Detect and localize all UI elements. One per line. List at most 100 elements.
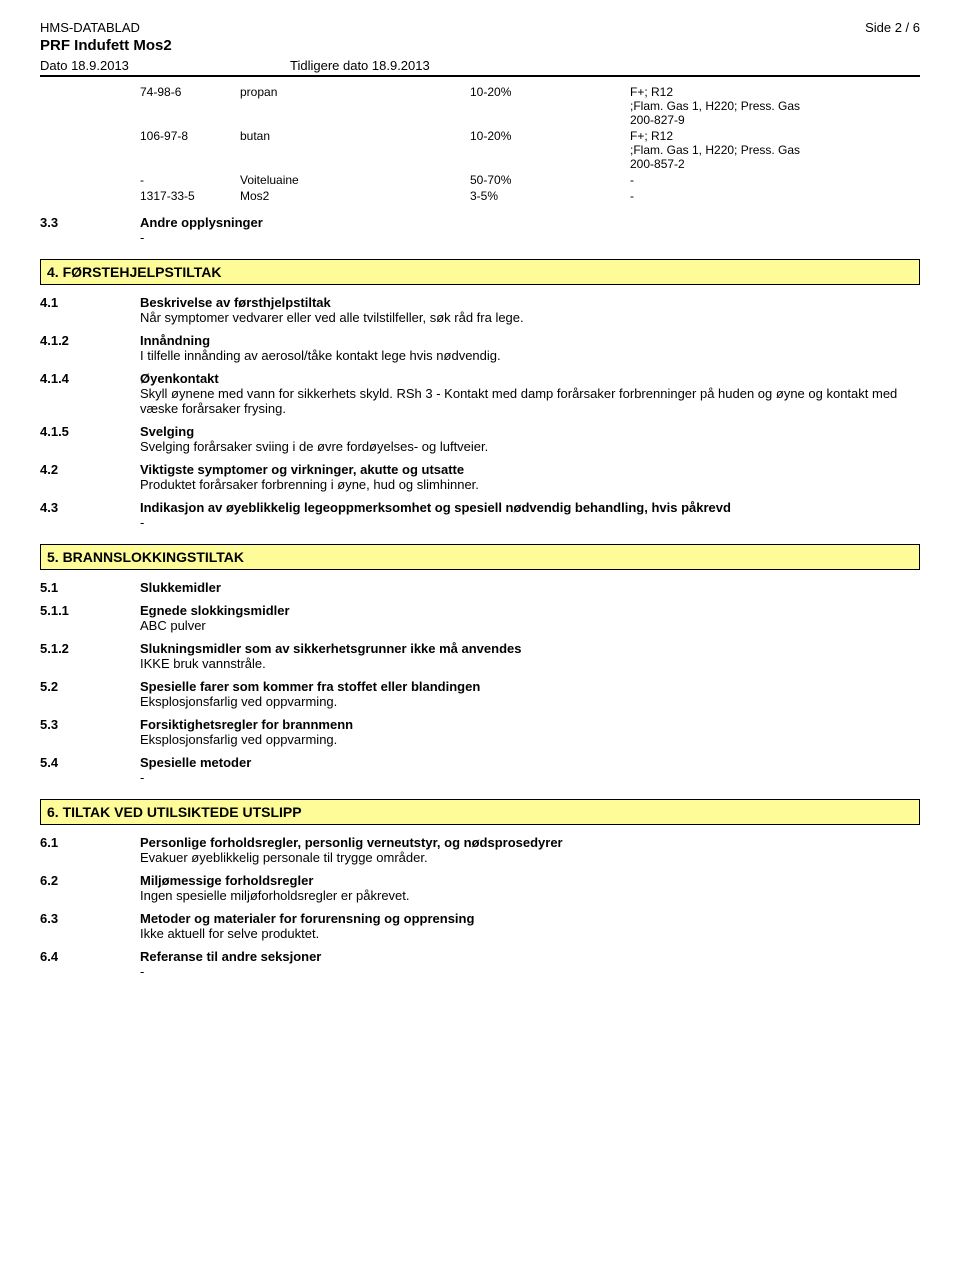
sec-label: Slukningsmidler som av sikkerhetsgrunner… (140, 641, 920, 656)
sec-num: 5.2 (40, 679, 140, 694)
sec-text: Skyll øynene med vann for sikkerhets sky… (140, 386, 920, 416)
ing-haz: F+; R12 ;Flam. Gas 1, H220; Press. Gas 2… (630, 129, 920, 171)
sec-text: Eksplosjonsfarlig ved oppvarming. (140, 694, 920, 709)
product-name: PRF Indufett Mos2 (40, 37, 865, 54)
sec-body: Slukkemidler (140, 580, 920, 595)
sec-body: Miljømessige forholdsregler Ingen spesie… (140, 873, 920, 903)
row-4-1: 4.1 Beskrivelse av førsthjelpstiltak Når… (40, 295, 920, 325)
ing-haz: - (630, 189, 920, 203)
sec-body: Egnede slokkingsmidler ABC pulver (140, 603, 920, 633)
page-number: Side 2 / 6 (865, 20, 920, 35)
header-left: HMS-DATABLAD PRF Indufett Mos2 (40, 20, 865, 54)
content: 74-98-6 propan 10-20% F+; R12 ;Flam. Gas… (40, 85, 920, 979)
sec-text: - (140, 964, 920, 979)
haz-line: 200-827-9 (630, 113, 920, 127)
sec-label: Øyenkontakt (140, 371, 920, 386)
sec-body: Slukningsmidler som av sikkerhetsgrunner… (140, 641, 920, 671)
row-5-1-2: 5.1.2 Slukningsmidler som av sikkerhetsg… (40, 641, 920, 671)
row-6-2: 6.2 Miljømessige forholdsregler Ingen sp… (40, 873, 920, 903)
sec-text: - (140, 230, 920, 245)
row-6-1: 6.1 Personlige forholdsregler, personlig… (40, 835, 920, 865)
sec-body: Metoder og materialer for forurensning o… (140, 911, 920, 941)
section-bar-6: 6. TILTAK VED UTILSIKTEDE UTSLIPP (40, 799, 920, 825)
sec-text: Produktet forårsaker forbrenning i øyne,… (140, 477, 920, 492)
sec-body: Spesielle farer som kommer fra stoffet e… (140, 679, 920, 709)
sec-body: Forsiktighetsregler for brannmenn Eksplo… (140, 717, 920, 747)
sec-label: Viktigste symptomer og virkninger, akutt… (140, 462, 920, 477)
doc-type-label: HMS-DATABLAD (40, 20, 865, 35)
sec-num: 5.4 (40, 755, 140, 770)
sec-label: Miljømessige forholdsregler (140, 873, 920, 888)
sec-text: Ikke aktuell for selve produktet. (140, 926, 920, 941)
sec-num: 5.1.2 (40, 641, 140, 656)
ing-name: butan (240, 129, 470, 143)
sec-body: Personlige forholdsregler, personlig ver… (140, 835, 920, 865)
sec-num: 4.1.5 (40, 424, 140, 439)
sec-label: Slukkemidler (140, 580, 920, 595)
sec-num: 6.4 (40, 949, 140, 964)
sec-text: I tilfelle innånding av aerosol/tåke kon… (140, 348, 920, 363)
haz-line: F+; R12 (630, 129, 920, 143)
row-5-3: 5.3 Forsiktighetsregler for brannmenn Ek… (40, 717, 920, 747)
sec-num: 4.3 (40, 500, 140, 515)
row-4-1-2: 4.1.2 Innåndning I tilfelle innånding av… (40, 333, 920, 363)
sec-num: 4.1 (40, 295, 140, 310)
ing-haz: F+; R12 ;Flam. Gas 1, H220; Press. Gas 2… (630, 85, 920, 127)
ing-cas: 106-97-8 (140, 129, 240, 143)
sec-body: Viktigste symptomer og virkninger, akutt… (140, 462, 920, 492)
haz-line: F+; R12 (630, 85, 920, 99)
sec-num: 4.1.4 (40, 371, 140, 386)
row-4-2: 4.2 Viktigste symptomer og virkninger, a… (40, 462, 920, 492)
sec-body: Øyenkontakt Skyll øynene med vann for si… (140, 371, 920, 416)
ingredients-table: 74-98-6 propan 10-20% F+; R12 ;Flam. Gas… (140, 85, 920, 203)
sec-text: Evakuer øyeblikkelig personale til trygg… (140, 850, 920, 865)
ing-pct: 10-20% (470, 129, 630, 143)
sec-text: Ingen spesielle miljøforholdsregler er p… (140, 888, 920, 903)
sec-label: Svelging (140, 424, 920, 439)
sec-label: Personlige forholdsregler, personlig ver… (140, 835, 920, 850)
date-current: Dato 18.9.2013 (40, 58, 290, 73)
sec-label: Forsiktighetsregler for brannmenn (140, 717, 920, 732)
sec-body: Spesielle metoder - (140, 755, 920, 785)
sec-text: - (140, 770, 920, 785)
sec-body: Andre opplysninger - (140, 215, 920, 245)
ing-haz: - (630, 173, 920, 187)
sec-num: 3.3 (40, 215, 140, 230)
sec-text: Svelging forårsaker sviing i de øvre for… (140, 439, 920, 454)
table-row: 106-97-8 butan 10-20% F+; R12 ;Flam. Gas… (140, 129, 920, 171)
sec-label: Innåndning (140, 333, 920, 348)
row-5-2: 5.2 Spesielle farer som kommer fra stoff… (40, 679, 920, 709)
sec-body: Innåndning I tilfelle innånding av aeros… (140, 333, 920, 363)
sec-num: 4.1.2 (40, 333, 140, 348)
sec-num: 4.2 (40, 462, 140, 477)
sec-text: IKKE bruk vannstråle. (140, 656, 920, 671)
ing-cas: - (140, 173, 240, 187)
table-row: 74-98-6 propan 10-20% F+; R12 ;Flam. Gas… (140, 85, 920, 127)
ing-pct: 50-70% (470, 173, 630, 187)
haz-line: ;Flam. Gas 1, H220; Press. Gas (630, 143, 920, 157)
ing-pct: 3-5% (470, 189, 630, 203)
row-5-1: 5.1 Slukkemidler (40, 580, 920, 595)
row-4-1-4: 4.1.4 Øyenkontakt Skyll øynene med vann … (40, 371, 920, 416)
sec-text: - (140, 515, 920, 530)
date-row: Dato 18.9.2013 Tidligere dato 18.9.2013 (40, 58, 920, 77)
sec-label: Spesielle farer som kommer fra stoffet e… (140, 679, 920, 694)
sec-label: Egnede slokkingsmidler (140, 603, 920, 618)
sec-body: Indikasjon av øyeblikkelig legeoppmerkso… (140, 500, 920, 530)
sec-body: Svelging Svelging forårsaker sviing i de… (140, 424, 920, 454)
header-right: Side 2 / 6 (865, 20, 920, 35)
row-4-3: 4.3 Indikasjon av øyeblikkelig legeoppme… (40, 500, 920, 530)
sec-label: Referanse til andre seksjoner (140, 949, 920, 964)
ing-cas: 1317-33-5 (140, 189, 240, 203)
page-header: HMS-DATABLAD PRF Indufett Mos2 Side 2 / … (40, 20, 920, 54)
row-5-1-1: 5.1.1 Egnede slokkingsmidler ABC pulver (40, 603, 920, 633)
sec-label: Spesielle metoder (140, 755, 920, 770)
sec-text: ABC pulver (140, 618, 920, 633)
ing-cas: 74-98-6 (140, 85, 240, 99)
row-4-1-5: 4.1.5 Svelging Svelging forårsaker sviin… (40, 424, 920, 454)
row-3-3: 3.3 Andre opplysninger - (40, 215, 920, 245)
section-bar-4: 4. FØRSTEHJELPSTILTAK (40, 259, 920, 285)
sec-label: Beskrivelse av førsthjelpstiltak (140, 295, 920, 310)
row-5-4: 5.4 Spesielle metoder - (40, 755, 920, 785)
section-bar-5: 5. BRANNSLOKKINGSTILTAK (40, 544, 920, 570)
